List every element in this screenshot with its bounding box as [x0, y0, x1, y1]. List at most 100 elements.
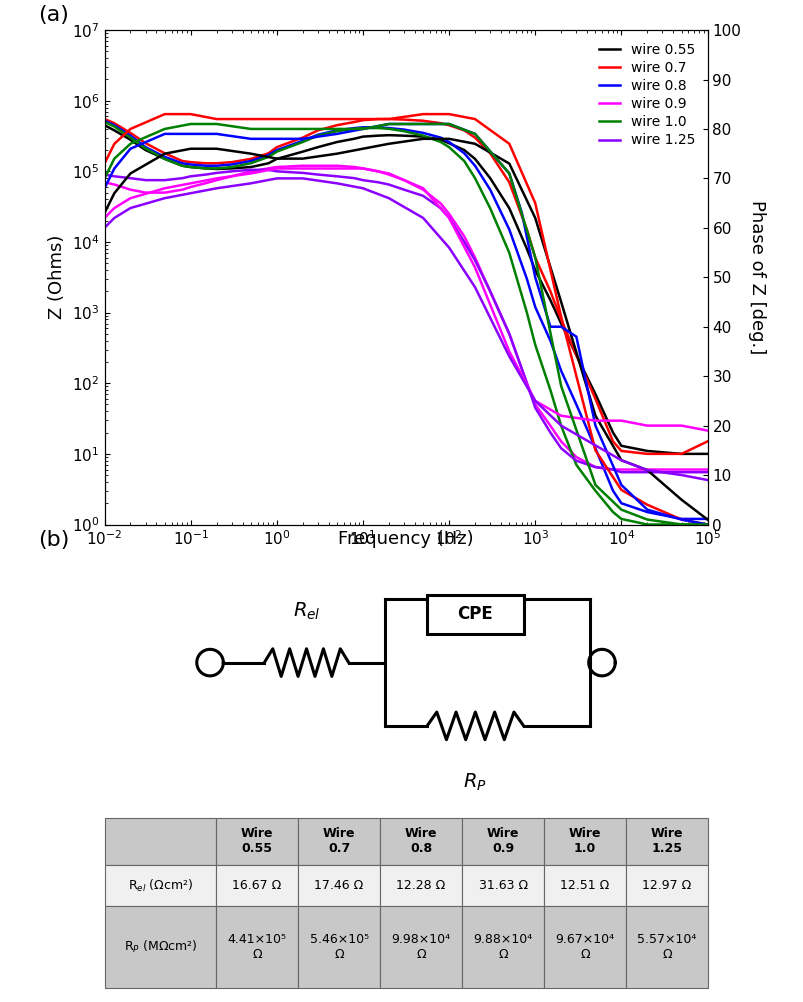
wire 1.0: [312, 129, 322, 141]
wire 0.7: [616, 445, 626, 457]
wire 0.8: [676, 513, 686, 525]
Bar: [298, 866, 380, 907]
wire 1.25: [312, 168, 322, 180]
wire 0.55: [384, 129, 393, 141]
wire 1.0: [201, 162, 210, 174]
wire 0.8: [141, 141, 150, 153]
Text: 16.67 Ω: 16.67 Ω: [232, 880, 281, 893]
Bar: [104, 866, 216, 907]
wire 0.7: [459, 124, 468, 136]
wire 0.55: [271, 153, 281, 165]
wire 0.8: [590, 442, 600, 454]
wire 1.25: [642, 466, 651, 478]
wire 0.55: [676, 448, 686, 460]
wire 0.55: [459, 144, 468, 156]
wire 1.25: [503, 328, 513, 340]
wire 1.0: [503, 246, 513, 259]
Text: 31.63 Ω: 31.63 Ω: [478, 880, 527, 893]
wire 0.8: [201, 159, 210, 171]
wire 1.0: [418, 129, 427, 141]
wire 1.25: [399, 183, 409, 195]
wire 0.55: [503, 202, 513, 214]
wire 0.8: [399, 123, 409, 135]
wire 0.7: [357, 114, 367, 126]
wire 0.7: [702, 436, 711, 448]
Text: 17.46 Ω: 17.46 Ω: [314, 880, 363, 893]
wire 1.25: [177, 172, 187, 184]
wire 1.25: [470, 255, 479, 267]
wire 1.0: [616, 513, 626, 525]
Bar: [626, 907, 707, 988]
wire 0.8: [160, 151, 169, 163]
wire 0.55: [357, 130, 367, 142]
wire 0.9: [590, 461, 600, 473]
wire 1.0: [642, 518, 651, 530]
wire 1.25: [160, 174, 169, 186]
wire 1.0: [246, 157, 255, 169]
wire 0.55: [100, 119, 109, 131]
Bar: [544, 907, 626, 988]
wire 0.55: [590, 388, 600, 400]
wire 1.0: [373, 122, 382, 134]
wire 0.9: [226, 170, 236, 182]
wire 0.7: [470, 131, 479, 143]
wire 0.7: [556, 314, 565, 326]
Line: wire 0.7: wire 0.7: [104, 119, 707, 454]
wire 0.7: [435, 117, 445, 129]
wire 1.25: [607, 464, 617, 476]
Line: wire 1.0: wire 1.0: [104, 122, 707, 524]
wire 0.9: [503, 328, 513, 340]
wire 0.55: [298, 145, 308, 157]
wire 0.7: [185, 156, 195, 168]
Text: Wire
0.7: Wire 0.7: [323, 828, 355, 856]
wire 0.55: [521, 242, 531, 255]
wire 1.25: [332, 170, 341, 182]
Bar: [216, 866, 298, 907]
wire 1.25: [616, 466, 626, 478]
Line: wire 1.25: wire 1.25: [104, 169, 707, 472]
wire 0.55: [226, 162, 236, 174]
wire 0.8: [702, 513, 711, 525]
Bar: [462, 907, 544, 988]
Text: Wire
0.8: Wire 0.8: [405, 828, 437, 856]
wire 0.55: [444, 137, 454, 149]
wire 0.7: [201, 157, 210, 169]
Text: 12.97 Ω: 12.97 Ω: [642, 880, 691, 893]
wire 0.7: [521, 223, 531, 235]
wire 0.8: [226, 158, 236, 170]
wire 1.25: [349, 172, 359, 184]
wire 1.0: [470, 172, 479, 184]
wire 1.25: [521, 377, 531, 389]
wire 1.25: [571, 455, 581, 467]
wire 1.0: [521, 307, 531, 319]
wire 1.25: [141, 174, 150, 186]
wire 1.0: [399, 125, 409, 137]
wire 0.55: [556, 318, 565, 330]
wire 0.8: [642, 506, 651, 518]
Bar: [216, 818, 298, 866]
wire 0.55: [312, 141, 322, 153]
wire 0.9: [109, 178, 119, 190]
wire 0.9: [332, 159, 341, 171]
wire 0.9: [312, 159, 322, 171]
wire 0.55: [125, 133, 135, 145]
wire 0.8: [470, 159, 479, 171]
Text: 9.67×10⁴
Ω: 9.67×10⁴ Ω: [555, 934, 614, 961]
wire 0.55: [263, 157, 273, 169]
wire 1.25: [435, 202, 445, 214]
wire 1.0: [435, 136, 445, 148]
wire 1.25: [246, 163, 255, 175]
wire 0.8: [384, 122, 393, 134]
wire 0.7: [530, 252, 540, 264]
wire 1.25: [271, 165, 281, 177]
wire 0.8: [521, 273, 531, 285]
Text: 12.28 Ω: 12.28 Ω: [396, 880, 445, 893]
wire 1.0: [384, 123, 393, 135]
Bar: [544, 818, 626, 866]
Bar: [216, 907, 298, 988]
wire 1.0: [109, 120, 119, 132]
wire 0.7: [109, 117, 119, 129]
wire 1.0: [556, 420, 565, 432]
Text: 5.57×10⁴
Ω: 5.57×10⁴ Ω: [636, 934, 695, 961]
wire 1.0: [607, 506, 617, 518]
